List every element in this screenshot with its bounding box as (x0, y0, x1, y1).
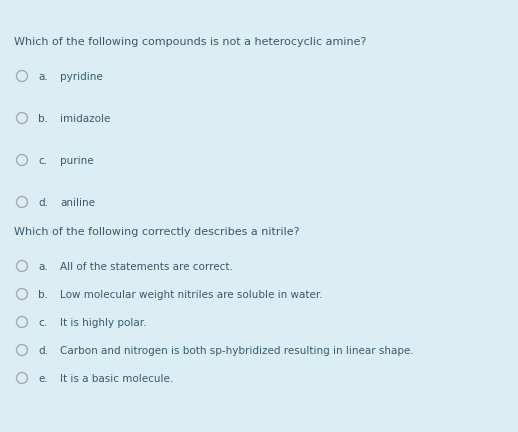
Text: All of the statements are correct.: All of the statements are correct. (60, 262, 233, 272)
Text: Which of the following correctly describes a nitrile?: Which of the following correctly describ… (14, 227, 299, 237)
Text: pyridine: pyridine (60, 72, 103, 82)
Text: e.: e. (38, 374, 48, 384)
Text: Which of the following compounds is not a heterocyclic amine?: Which of the following compounds is not … (14, 37, 366, 47)
Text: a.: a. (38, 262, 48, 272)
Text: imidazole: imidazole (60, 114, 110, 124)
Text: It is a basic molecule.: It is a basic molecule. (60, 374, 173, 384)
Text: a.: a. (38, 72, 48, 82)
Text: c.: c. (38, 156, 47, 166)
Text: c.: c. (38, 318, 47, 328)
Text: Carbon and nitrogen is both sp-hybridized resulting in linear shape.: Carbon and nitrogen is both sp-hybridize… (60, 346, 414, 356)
Text: purine: purine (60, 156, 94, 166)
Text: d.: d. (38, 346, 48, 356)
Text: It is highly polar.: It is highly polar. (60, 318, 147, 328)
Text: Low molecular weight nitriles are soluble in water.: Low molecular weight nitriles are solubl… (60, 290, 323, 300)
Text: b.: b. (38, 114, 48, 124)
Text: b.: b. (38, 290, 48, 300)
Text: d.: d. (38, 198, 48, 208)
Text: aniline: aniline (60, 198, 95, 208)
